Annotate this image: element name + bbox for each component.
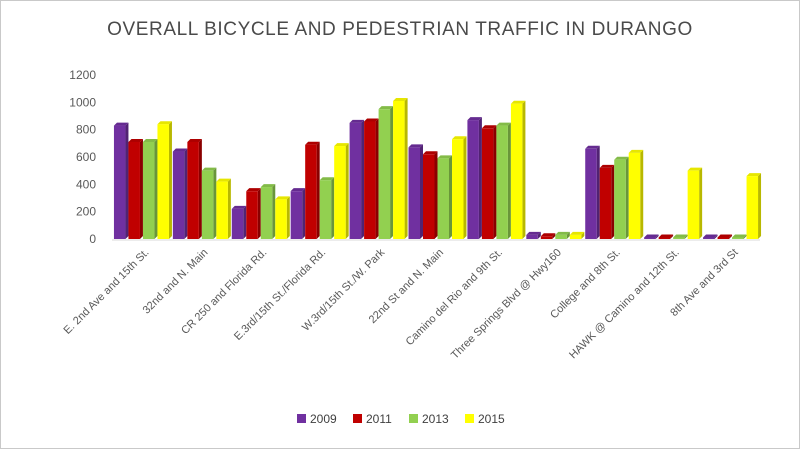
bar — [703, 234, 718, 239]
y-tick-label: 200 — [76, 205, 96, 219]
bar — [128, 138, 143, 239]
bar — [658, 234, 674, 239]
x-tick-label: HAWK @ Camino and 12th St. — [567, 247, 682, 362]
x-tick-label: Three Springs Blvd @ Hwy160 — [449, 247, 564, 362]
legend-item: 2011 — [353, 412, 392, 426]
bar — [290, 188, 306, 239]
bar — [467, 117, 482, 239]
bar — [157, 121, 172, 239]
bar — [555, 231, 570, 239]
bar — [687, 167, 703, 239]
bar — [305, 141, 320, 239]
legend-item: 2015 — [465, 412, 505, 426]
legend-swatch — [353, 414, 362, 423]
legend-label: 2015 — [478, 412, 505, 426]
legend-label: 2013 — [422, 412, 449, 426]
legend-item: 2009 — [297, 412, 337, 426]
bar — [319, 177, 335, 239]
bar — [216, 178, 231, 239]
bar — [628, 149, 644, 239]
legend-label: 2011 — [366, 412, 392, 426]
bar — [732, 234, 747, 239]
x-tick-label: Camino del Rio and 9th St. — [404, 247, 505, 348]
bar — [275, 196, 290, 239]
y-tick-label: 0 — [89, 232, 96, 246]
x-tick-label: 32nd and N. Main — [141, 247, 211, 317]
legend: 2009 2011 2013 2015 — [297, 412, 505, 426]
bar — [717, 234, 733, 239]
y-tick-label: 1200 — [69, 68, 96, 82]
y-tick-label: 600 — [76, 150, 96, 164]
legend-item: 2013 — [409, 412, 449, 426]
bar — [614, 156, 629, 239]
bar — [113, 122, 129, 239]
legend-swatch — [297, 414, 306, 423]
bar — [408, 144, 423, 239]
bar — [378, 106, 394, 240]
bar — [644, 234, 659, 239]
bar — [569, 231, 585, 239]
bar — [673, 234, 688, 239]
bar — [364, 118, 379, 239]
bar — [393, 97, 408, 239]
bar — [526, 231, 541, 239]
bar — [334, 143, 349, 239]
bar — [452, 136, 467, 239]
bar — [142, 138, 158, 239]
bar — [585, 145, 600, 239]
bar — [231, 205, 247, 239]
bar — [510, 100, 526, 239]
bar — [187, 138, 202, 239]
legend-swatch — [409, 414, 418, 423]
bar — [423, 151, 438, 239]
bar — [201, 167, 217, 239]
legend-swatch — [465, 414, 474, 423]
bar — [349, 119, 365, 239]
bar — [260, 184, 276, 239]
legend-label: 2009 — [310, 412, 337, 426]
bar — [437, 155, 452, 239]
bar — [746, 173, 762, 239]
bar — [246, 188, 261, 239]
x-tick-label: E. 2nd Ave and 15th St. — [61, 247, 151, 337]
y-tick-label: 400 — [76, 177, 96, 191]
bar — [172, 148, 188, 239]
chart-title: OVERALL BICYCLE AND PEDESTRIAN TRAFFIC I… — [107, 19, 693, 40]
bar — [540, 233, 556, 239]
bar — [496, 122, 511, 239]
y-tick-label: 1000 — [69, 95, 96, 109]
y-axis: 0 200 400 600 800 1000 1200 — [69, 68, 96, 246]
bar — [599, 164, 615, 239]
bar — [481, 125, 497, 239]
bars — [113, 97, 762, 240]
x-axis: E. 2nd Ave and 15th St.32nd and N. Main C… — [61, 246, 740, 361]
y-tick-label: 800 — [76, 123, 96, 137]
